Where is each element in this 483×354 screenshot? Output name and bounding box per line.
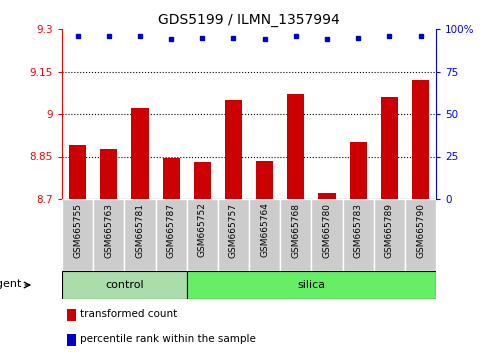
Text: GSM665780: GSM665780 <box>323 202 331 258</box>
Bar <box>67 334 75 346</box>
Bar <box>156 199 187 271</box>
Bar <box>93 199 124 271</box>
Bar <box>218 199 249 271</box>
Text: control: control <box>105 280 143 290</box>
Text: GSM665763: GSM665763 <box>104 202 114 258</box>
Bar <box>67 309 75 321</box>
Text: percentile rank within the sample: percentile rank within the sample <box>80 334 256 344</box>
Text: GSM665790: GSM665790 <box>416 202 425 258</box>
Bar <box>280 199 312 271</box>
Bar <box>187 271 436 299</box>
Text: GSM665755: GSM665755 <box>73 202 82 258</box>
Bar <box>412 80 429 199</box>
Title: GDS5199 / ILMN_1357994: GDS5199 / ILMN_1357994 <box>158 13 340 27</box>
Text: GSM665781: GSM665781 <box>135 202 144 258</box>
Text: GSM665783: GSM665783 <box>354 202 363 258</box>
Bar <box>256 161 273 199</box>
Bar <box>318 193 336 199</box>
Bar <box>131 108 149 199</box>
Text: transformed count: transformed count <box>80 309 178 319</box>
Text: silica: silica <box>298 280 326 290</box>
Bar <box>374 199 405 271</box>
Bar <box>381 97 398 199</box>
Bar <box>62 271 187 299</box>
Text: GSM665764: GSM665764 <box>260 202 269 257</box>
Bar <box>69 145 86 199</box>
Bar <box>163 158 180 199</box>
Text: GSM665789: GSM665789 <box>385 202 394 258</box>
Text: GSM665787: GSM665787 <box>167 202 176 258</box>
Bar <box>405 199 436 271</box>
Text: GSM665757: GSM665757 <box>229 202 238 258</box>
Bar <box>249 199 280 271</box>
Bar <box>342 199 374 271</box>
Text: GSM665768: GSM665768 <box>291 202 300 258</box>
Bar <box>124 199 156 271</box>
Bar <box>225 100 242 199</box>
Bar <box>194 162 211 199</box>
Bar <box>62 199 93 271</box>
Text: GSM665752: GSM665752 <box>198 202 207 257</box>
Bar <box>312 199 342 271</box>
Bar <box>100 149 117 199</box>
Text: agent: agent <box>0 279 22 289</box>
Bar <box>287 94 304 199</box>
Bar <box>187 199 218 271</box>
Bar <box>350 142 367 199</box>
